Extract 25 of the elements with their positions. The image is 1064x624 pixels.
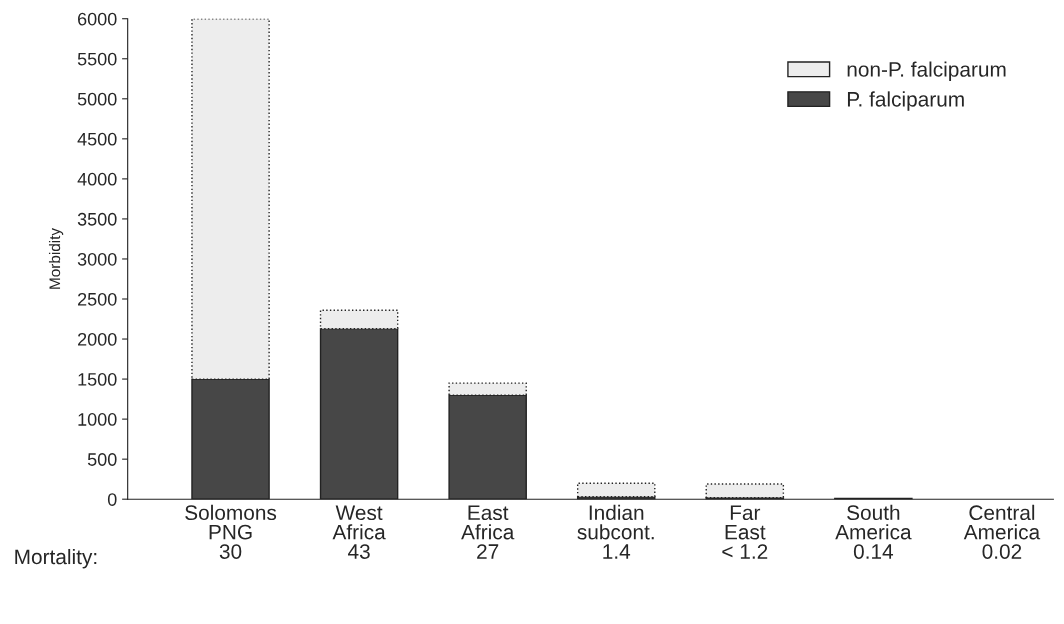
y-tick-label: 5000: [77, 92, 117, 106]
x-tick-label: Indian subcont. 1.4: [577, 504, 654, 559]
y-tick-label: 4500: [77, 132, 117, 146]
y-tick-label: 6000: [78, 12, 117, 26]
y-tick-label: 3000: [77, 252, 117, 266]
bar: [576, 482, 656, 498]
y-tick-label: 4000: [77, 172, 117, 186]
x-tick-label: East Africa 27: [461, 505, 515, 559]
x-tick-label: Solomons PNG 30: [185, 504, 277, 559]
y-tick-label: 1500: [78, 373, 117, 386]
y-tick-label: 500: [87, 453, 117, 466]
x-tick-label: Far East < 1.2: [722, 505, 768, 559]
x-tick-label: West Africa 43: [332, 505, 386, 559]
x-tick-label: South America 0.14: [835, 504, 912, 559]
y-tick-label: 2000: [78, 332, 117, 346]
text: Mortality:: [15, 548, 97, 569]
legend-label: P. falciparum: [847, 91, 964, 111]
y-tick-label: 2500: [78, 292, 117, 306]
y-tick-label: 1000: [78, 413, 117, 426]
legend-label: non-P. falciparum: [847, 61, 1006, 81]
y-tick-label: 3500: [77, 212, 117, 226]
y-tick-label: 5500: [77, 52, 117, 66]
y-axis-title: Morbidity: [48, 228, 64, 289]
x-tick-label: Central America 0.02: [963, 504, 1041, 559]
y-tick-label: 0: [107, 493, 117, 506]
